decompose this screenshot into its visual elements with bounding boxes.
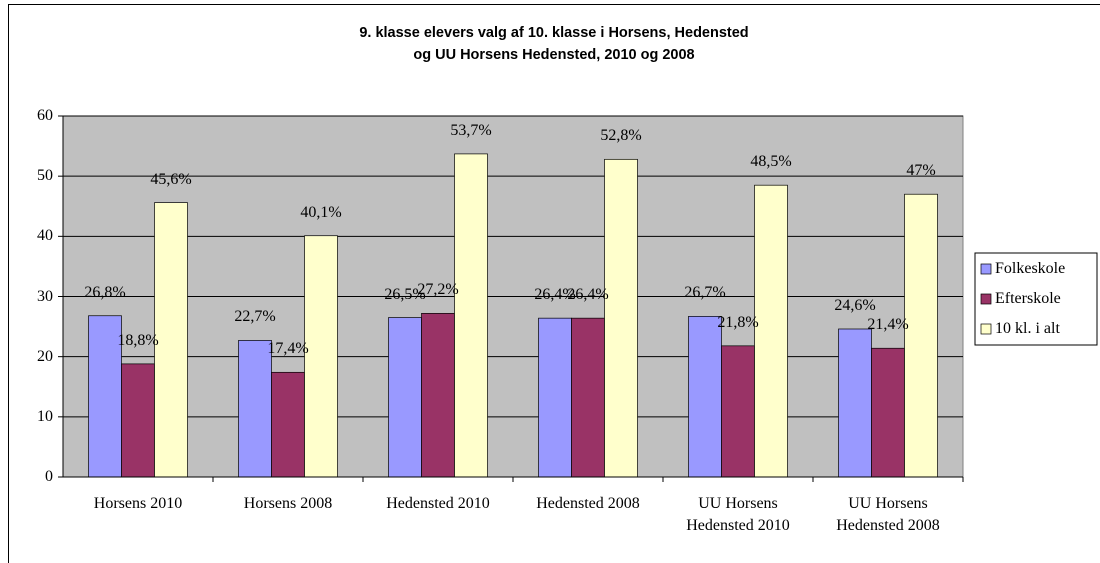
x-tick-label: Horsens 2010 (93, 495, 183, 512)
bar (688, 316, 722, 478)
data-label: 24,6% (834, 296, 876, 314)
x-tick-label: UU Horsens Hedensted 2010 (686, 495, 790, 534)
bar (421, 312, 455, 478)
data-label: 47% (906, 162, 936, 180)
data-label: 22,7% (234, 308, 276, 326)
data-label: 26,7% (684, 284, 726, 302)
bar (571, 317, 605, 478)
bar (538, 317, 572, 478)
data-label: 45,6% (150, 170, 192, 188)
bar (721, 345, 755, 478)
data-label: 26,5% (384, 285, 426, 303)
bar (121, 363, 155, 478)
bar (904, 193, 938, 478)
data-label: 17,4% (267, 340, 309, 358)
y-tick-label: 20 (37, 347, 53, 365)
y-tick-label: 40 (37, 227, 53, 245)
data-label: 53,7% (450, 121, 492, 139)
data-label: 40,1% (300, 203, 342, 221)
y-tick-label: 60 (37, 107, 53, 124)
legend-swatch (980, 293, 992, 305)
y-tick-label: 30 (37, 287, 53, 305)
data-label: 52,8% (600, 127, 642, 145)
legend-label: 10 kl. i alt (995, 320, 1060, 337)
x-tick-label: Hedensted 2010 (386, 495, 490, 512)
data-label: 48,5% (750, 153, 792, 171)
chart-border (8, 4, 1100, 563)
x-tick-label: UU Horsens Hedensted 2008 (836, 495, 940, 534)
legend-label: Efterskole (995, 290, 1061, 307)
data-label: 21,8% (717, 313, 759, 331)
data-label: 26,4% (534, 286, 576, 304)
bar (238, 340, 272, 478)
x-tick-label: Hedensted 2008 (536, 495, 640, 512)
y-tick-label: 50 (37, 167, 53, 185)
bar (871, 347, 905, 478)
legend-label: Folkeskole (995, 260, 1066, 277)
bar (388, 317, 422, 478)
x-tick-label: Horsens 2008 (243, 495, 333, 512)
legend-swatch (980, 263, 992, 275)
y-tick-label: 0 (45, 468, 53, 485)
bar (604, 158, 638, 478)
data-label: 26,8% (84, 283, 126, 301)
bar (454, 153, 488, 478)
data-label: 27,2% (417, 281, 459, 299)
data-label: 26,4% (567, 286, 609, 304)
legend-box (974, 252, 1098, 346)
data-label: 21,4% (867, 316, 909, 334)
bar (304, 235, 338, 478)
bar (154, 202, 188, 478)
chart-title: 9. klasse elevers valg af 10. klasse i H… (359, 25, 749, 63)
bar (271, 371, 305, 478)
legend-swatch (980, 323, 992, 335)
data-label: 18,8% (117, 331, 159, 349)
y-tick-label: 10 (37, 407, 53, 425)
bar (838, 328, 872, 478)
bar (754, 184, 788, 478)
